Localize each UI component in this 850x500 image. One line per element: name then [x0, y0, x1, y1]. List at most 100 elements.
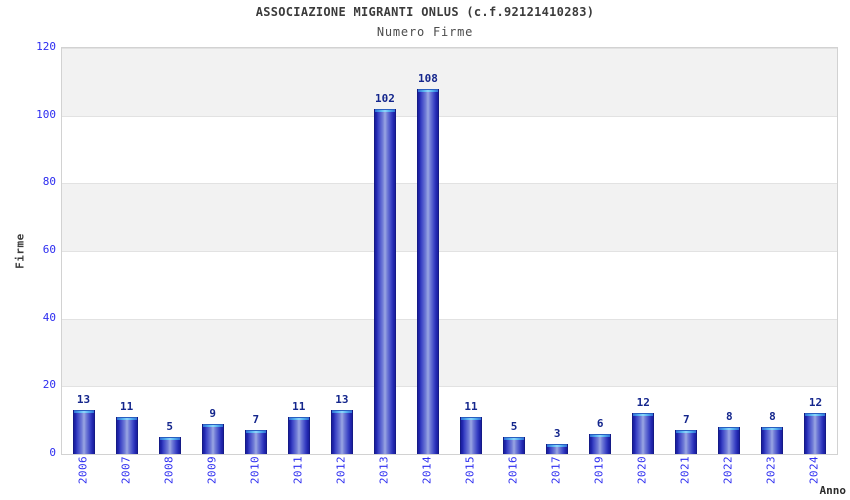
bar[interactable] — [158, 437, 181, 454]
bar-top-cap — [245, 430, 266, 434]
bar-slot[interactable]: 102 — [373, 48, 396, 454]
bar[interactable] — [589, 433, 612, 454]
bar-top-cap — [331, 410, 352, 414]
x-axis-tick-label: 2020 — [635, 456, 649, 485]
x-axis-tick: 2017 — [536, 456, 576, 500]
y-axis-tick-label: 40 — [42, 310, 56, 324]
x-axis-tick-label: 2024 — [807, 456, 821, 485]
y-axis-tick-label: 60 — [42, 243, 56, 256]
bar-value-label: 11 — [119, 399, 134, 413]
x-axis-tick: 2013 — [364, 456, 404, 500]
bar-slot[interactable]: 11 — [115, 48, 138, 454]
bar[interactable] — [115, 416, 138, 454]
bar[interactable] — [761, 426, 784, 454]
bar-top-cap — [159, 437, 180, 441]
x-axis-tick: 2021 — [665, 456, 705, 500]
bar-value-label: 8 — [769, 409, 776, 423]
bar-slot[interactable]: 3 — [546, 48, 569, 454]
bar-top-cap — [202, 423, 223, 427]
y-axis-tick-label: 0 — [49, 446, 56, 459]
x-axis-tick-label: 2014 — [420, 456, 434, 485]
x-axis-tick: 2008 — [149, 456, 189, 500]
bar-top-cap — [417, 88, 438, 92]
x-axis-tick: 2019 — [579, 456, 619, 500]
bar-slot[interactable]: 13 — [330, 48, 353, 454]
bar[interactable] — [287, 416, 310, 454]
bar[interactable] — [330, 410, 353, 454]
bar-value-label: 7 — [682, 413, 690, 427]
bar[interactable] — [718, 426, 741, 454]
x-axis-tick-label: 2015 — [463, 456, 477, 485]
x-axis-title: Anno — [819, 484, 847, 497]
chart-subtitle: Numero Firme — [376, 25, 474, 39]
x-axis-tick-label: 2017 — [549, 456, 563, 485]
bar-slot[interactable]: 12 — [632, 48, 655, 454]
bar-value-label: 11 — [292, 399, 306, 413]
bar-slot[interactable]: 8 — [761, 48, 784, 454]
x-axis-tick-label: 2022 — [721, 456, 735, 485]
bar-slot[interactable]: 108 — [416, 48, 439, 454]
bar-top-cap — [676, 430, 697, 434]
bar-value-label: 7 — [252, 413, 260, 427]
background-band — [62, 48, 837, 116]
bar-top-cap — [633, 413, 654, 417]
bars-layer: 13 11 5 9 7 11 13 102 108 11 5 3 6 12 7 8 8 12 — [62, 48, 837, 454]
x-axis-tick-label: 2013 — [377, 456, 391, 485]
x-axis-tick-label: 2019 — [592, 456, 606, 485]
bar-top-cap — [547, 443, 568, 447]
x-axis-tick-label: 2010 — [248, 456, 262, 485]
bar[interactable] — [201, 423, 224, 454]
bar-value-label: 8 — [726, 409, 733, 423]
x-axis-tick-label: 2009 — [205, 456, 219, 485]
bar-top-cap — [762, 426, 783, 430]
bar-slot[interactable]: 5 — [158, 48, 181, 454]
bar[interactable] — [460, 416, 483, 454]
x-axis-tick: 2010 — [235, 456, 275, 500]
bar[interactable] — [244, 430, 267, 454]
x-axis-tick: 2014 — [407, 456, 447, 500]
bar-slot[interactable]: 5 — [503, 48, 526, 454]
bar-value-label: 102 — [374, 91, 395, 105]
y-axis-tick-labels: 0 20 40 60 80 100 120 — [0, 40, 56, 459]
bar-slot[interactable]: 11 — [287, 48, 310, 454]
x-axis-tick: 2015 — [450, 456, 490, 500]
background-band — [62, 183, 837, 251]
x-axis-tick: 2009 — [192, 456, 232, 500]
bar[interactable] — [546, 443, 569, 454]
plot-area: 13 11 5 9 7 11 13 102 108 11 5 3 6 12 7 8 8 12 — [61, 47, 838, 455]
bar-slot[interactable]: 7 — [244, 48, 267, 454]
y-axis-tick-label: 100 — [36, 107, 56, 121]
gridline — [62, 48, 837, 49]
x-axis-tick-label: 2023 — [764, 456, 778, 485]
gridline — [62, 116, 837, 117]
x-axis-tick: 2016 — [493, 456, 533, 500]
bar-top-cap — [504, 437, 525, 441]
bar-value-label: 9 — [209, 406, 216, 420]
bar-slot[interactable]: 9 — [201, 48, 224, 454]
bar-top-cap — [116, 416, 137, 420]
chart-title: ASSOCIAZIONE MIGRANTI ONLUS (c.f.9212141… — [255, 5, 595, 19]
bar[interactable] — [503, 437, 526, 454]
bar[interactable] — [416, 88, 439, 454]
bar-top-cap — [73, 410, 94, 414]
bar-top-cap — [805, 413, 826, 417]
bar-value-label: 3 — [553, 426, 561, 440]
bar-slot[interactable]: 11 — [460, 48, 483, 454]
bar[interactable] — [804, 413, 827, 454]
bar[interactable] — [72, 410, 95, 454]
bar-slot[interactable]: 6 — [589, 48, 612, 454]
y-axis-tick-label: 120 — [36, 40, 56, 53]
bar[interactable] — [675, 430, 698, 454]
x-axis-tick-label: 2016 — [506, 456, 520, 485]
bar[interactable] — [632, 413, 655, 454]
bar-top-cap — [461, 416, 482, 420]
bar[interactable] — [373, 108, 396, 454]
x-axis-tick: 2020 — [622, 456, 662, 500]
bar-slot[interactable]: 13 — [72, 48, 95, 454]
bar-slot[interactable]: 12 — [804, 48, 827, 454]
gridline — [62, 386, 837, 387]
bar-slot[interactable]: 8 — [718, 48, 741, 454]
bar-slot[interactable]: 7 — [675, 48, 698, 454]
x-axis-tick: 2006 — [63, 456, 103, 500]
